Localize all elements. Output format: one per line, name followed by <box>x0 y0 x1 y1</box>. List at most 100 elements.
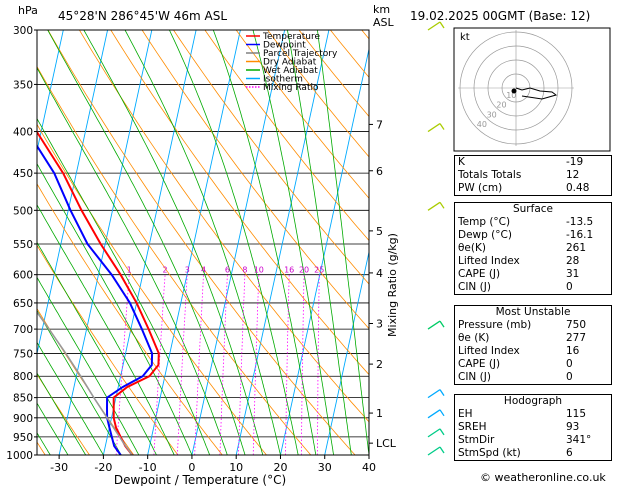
hodograph-trace <box>515 87 558 100</box>
barb-shaft <box>427 446 441 456</box>
row-value: 115 <box>566 408 587 420</box>
sounding-line-parcel-trajectory <box>37 310 133 455</box>
mixing-ratio-label: 10 <box>254 266 264 275</box>
dry-adiabat <box>173 30 369 285</box>
legend-label: Temperature <box>262 32 320 42</box>
row-value: 750 <box>566 319 587 331</box>
mixing-ratio-label: 20 <box>299 266 309 275</box>
hodograph-frame <box>453 27 611 152</box>
wet-adiabat <box>37 372 87 455</box>
hodograph-ring-label: 30 <box>487 110 497 119</box>
hodograph-ring-label: 20 <box>496 101 506 110</box>
chart-curves <box>37 130 160 455</box>
pressure-tick-label: 750 <box>13 348 33 360</box>
table-row: K -19 <box>455 156 611 169</box>
row-value: -16.1 <box>566 229 594 241</box>
barb-shaft <box>427 409 441 419</box>
km-label: km <box>373 3 390 16</box>
isotherm <box>368 452 369 455</box>
barb-flag <box>439 320 445 328</box>
wind-barb <box>427 21 445 31</box>
row-label: EH <box>458 408 473 420</box>
table-row: StmDir 341° <box>455 434 611 447</box>
row-value: -19 <box>566 156 584 168</box>
pressure-tick-label: 600 <box>13 270 33 282</box>
table-row: EH 115 <box>455 408 611 421</box>
row-label: Lifted Index <box>458 345 520 357</box>
hodograph-ring-label: 40 <box>477 120 487 129</box>
table-row: Pressure (mb) 750 <box>455 319 611 332</box>
pressure-tick-label: 650 <box>13 298 33 310</box>
chart-axes: 3003504004505005506006507007508008509009… <box>6 25 397 474</box>
dry-adiabat <box>235 30 369 199</box>
row-value: 277 <box>566 332 587 344</box>
barb-flag <box>439 409 445 417</box>
dry-adiabat <box>79 30 369 423</box>
km-tick-label: 3 <box>376 318 383 331</box>
barb-shaft <box>427 428 441 438</box>
row-label: CIN (J) <box>458 371 491 383</box>
wet-adiabat <box>317 30 369 455</box>
legend-label: Mixing Ratio <box>263 83 319 93</box>
table-title: Hodograph <box>503 395 563 407</box>
legend-label: Isotherm <box>263 75 303 85</box>
pressure-tick-label: 1000 <box>6 450 33 462</box>
row-label: CIN (J) <box>458 281 491 293</box>
row-value: -13.5 <box>566 216 594 228</box>
wet-adiabat <box>37 67 228 455</box>
mixing-ratio-label: 6 <box>225 266 230 275</box>
dry-adiabat <box>141 30 369 330</box>
mixing-ratio-label: 25 <box>314 266 324 275</box>
wet-adiabat <box>37 341 104 455</box>
x-tick-label: 30 <box>318 461 332 474</box>
pressure-tick-label: 350 <box>13 79 33 91</box>
row-label: SREH <box>458 421 487 433</box>
x-tick-label: -30 <box>50 461 68 474</box>
asl-label: ASL <box>373 16 395 29</box>
row-value: 6 <box>566 447 573 459</box>
mixing-ratio-label: 16 <box>284 266 294 275</box>
barb-flag <box>439 201 445 209</box>
pressure-tick-label: 450 <box>13 168 33 180</box>
isotherm <box>280 47 369 455</box>
legend-label: Wet Adiabat <box>263 66 318 76</box>
chart-grid <box>37 30 369 455</box>
isotherm <box>147 30 241 455</box>
km-tick-label: 1 <box>376 407 383 420</box>
row-value: 261 <box>566 242 587 254</box>
mixing-ratio-label: 3 <box>185 266 190 275</box>
table-row: Lifted Index 28 <box>455 255 611 268</box>
mixing-ratio-line <box>219 274 228 455</box>
hodograph-ring-label: 10 <box>506 91 516 100</box>
mixing-ratio-label: 2 <box>163 266 168 275</box>
row-label: Totals Totals <box>458 169 522 181</box>
isotherm <box>235 30 330 455</box>
pressure-tick-label: 900 <box>13 413 33 425</box>
x-tick-label: -10 <box>139 461 157 474</box>
table-row: CIN (J) 0 <box>455 371 611 384</box>
row-label: Pressure (mb) <box>458 319 532 331</box>
x-tick-label: 10 <box>229 461 243 474</box>
datetime-text: 19.02.2025 00GMT (Base: 12) <box>410 9 590 23</box>
barb-shaft <box>427 389 441 399</box>
row-value: 0 <box>566 358 573 370</box>
dry-adiabat <box>47 30 356 455</box>
barb-flag <box>439 428 445 436</box>
row-value: 31 <box>566 268 580 280</box>
pressure-tick-label: 850 <box>13 393 33 405</box>
most-unstable-table: Most Unstable Pressure (mb) 750 θe (K) 277 Li… <box>454 305 612 385</box>
wind-barb <box>427 201 445 211</box>
table-row: θe (K) 277 <box>455 332 611 345</box>
wet-adiabat <box>37 309 122 455</box>
legend-label: Dewpoint <box>263 41 306 51</box>
km-tick-label: 4 <box>376 267 383 280</box>
table-row: Temp (°C) -13.5 <box>455 216 611 229</box>
wet-adiabat <box>37 117 210 455</box>
x-tick-label: 0 <box>188 461 195 474</box>
x-axis-title: Dewpoint / Temperature (°C) <box>114 473 286 486</box>
barb-shaft <box>427 123 441 133</box>
hodograph-table: Hodograph EH 115 SREH 93 StmDir 341° StmSpd (kt… <box>454 394 612 461</box>
mixing-ratio-line <box>177 274 188 455</box>
row-label: StmSpd (kt) <box>458 447 521 459</box>
